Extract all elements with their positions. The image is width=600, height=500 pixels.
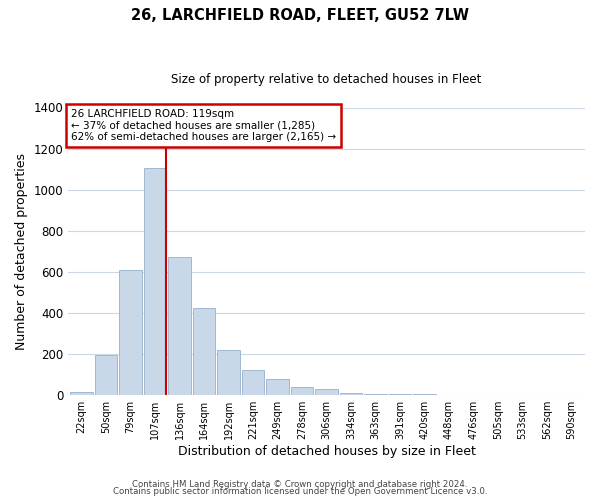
Bar [95, 354, 118, 395]
X-axis label: Distribution of detached houses by size in Fleet: Distribution of detached houses by size … [178, 444, 476, 458]
Bar [291, 387, 313, 394]
Text: Contains HM Land Registry data © Crown copyright and database right 2024.: Contains HM Land Registry data © Crown c… [132, 480, 468, 489]
Bar [266, 380, 289, 394]
Bar [144, 168, 166, 394]
Bar [119, 270, 142, 394]
Text: 26 LARCHFIELD ROAD: 119sqm
← 37% of detached houses are smaller (1,285)
62% of s: 26 LARCHFIELD ROAD: 119sqm ← 37% of deta… [71, 109, 336, 142]
Text: 26, LARCHFIELD ROAD, FLEET, GU52 7LW: 26, LARCHFIELD ROAD, FLEET, GU52 7LW [131, 8, 469, 22]
Bar [193, 308, 215, 394]
Bar [316, 389, 338, 394]
Bar [340, 392, 362, 394]
Y-axis label: Number of detached properties: Number of detached properties [15, 152, 28, 350]
Bar [70, 392, 93, 394]
Text: Contains public sector information licensed under the Open Government Licence v3: Contains public sector information licen… [113, 487, 487, 496]
Bar [242, 370, 265, 394]
Bar [169, 258, 191, 394]
Bar [217, 350, 240, 395]
Title: Size of property relative to detached houses in Fleet: Size of property relative to detached ho… [172, 72, 482, 86]
